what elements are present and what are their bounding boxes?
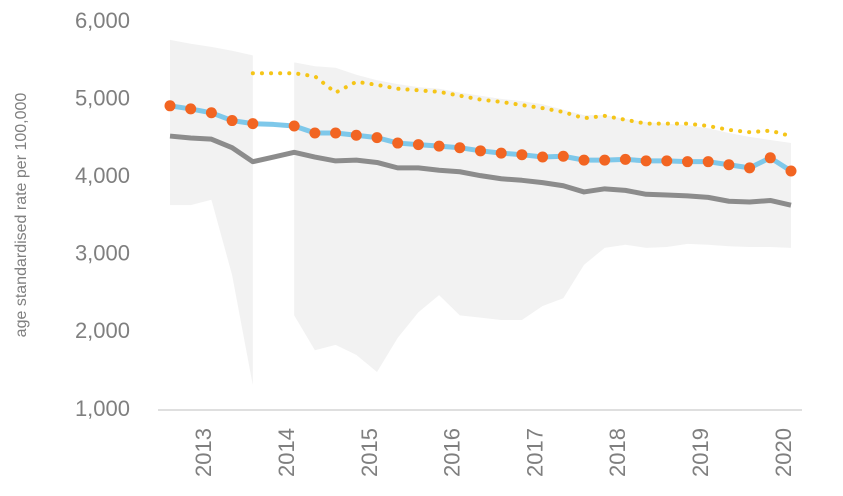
data-point <box>392 137 404 149</box>
data-point <box>309 127 321 139</box>
data-point <box>330 127 342 139</box>
line-series <box>169 133 792 208</box>
x-tick-label: 2019 <box>688 428 713 477</box>
y-tick-label: 4,000 <box>75 163 130 188</box>
data-point <box>371 132 383 144</box>
x-tick-label: 2013 <box>191 428 216 477</box>
x-tick-label: 2018 <box>605 428 630 477</box>
y-axis-label: age standardised rate per 100,000 <box>13 93 30 338</box>
data-point <box>557 150 569 162</box>
data-point <box>475 145 486 157</box>
y-tick-label: 1,000 <box>75 396 130 421</box>
data-point <box>433 140 445 152</box>
x-tick-label: 2014 <box>274 428 299 477</box>
data-point <box>599 154 611 166</box>
data-point <box>226 115 238 127</box>
data-point <box>247 118 259 130</box>
data-point <box>723 159 735 171</box>
data-point <box>412 139 424 151</box>
y-tick-label: 6,000 <box>75 8 130 33</box>
data-point <box>454 142 466 154</box>
data-point <box>205 107 217 119</box>
data-point <box>744 162 756 174</box>
data-point <box>288 120 300 132</box>
y-tick-label: 3,000 <box>75 241 130 266</box>
data-point <box>661 155 673 167</box>
data-point <box>764 152 776 164</box>
data-point <box>185 103 197 115</box>
data-point <box>350 129 362 141</box>
y-tick-label: 2,000 <box>75 318 130 343</box>
y-tick-label: 5,000 <box>75 85 130 110</box>
data-point <box>578 154 590 166</box>
data-point <box>164 100 176 112</box>
band-area <box>170 39 253 386</box>
data-point <box>785 165 797 177</box>
data-point <box>640 155 652 167</box>
data-point <box>702 156 714 168</box>
data-point <box>516 149 528 161</box>
data-point <box>682 156 693 168</box>
x-tick-label: 2016 <box>440 428 465 477</box>
x-tick-label: 2020 <box>771 428 796 477</box>
x-tick-label: 2015 <box>357 428 382 477</box>
data-point <box>495 147 507 159</box>
data-point <box>537 151 549 163</box>
x-tick-label: 2017 <box>522 428 547 477</box>
data-point <box>619 153 631 165</box>
